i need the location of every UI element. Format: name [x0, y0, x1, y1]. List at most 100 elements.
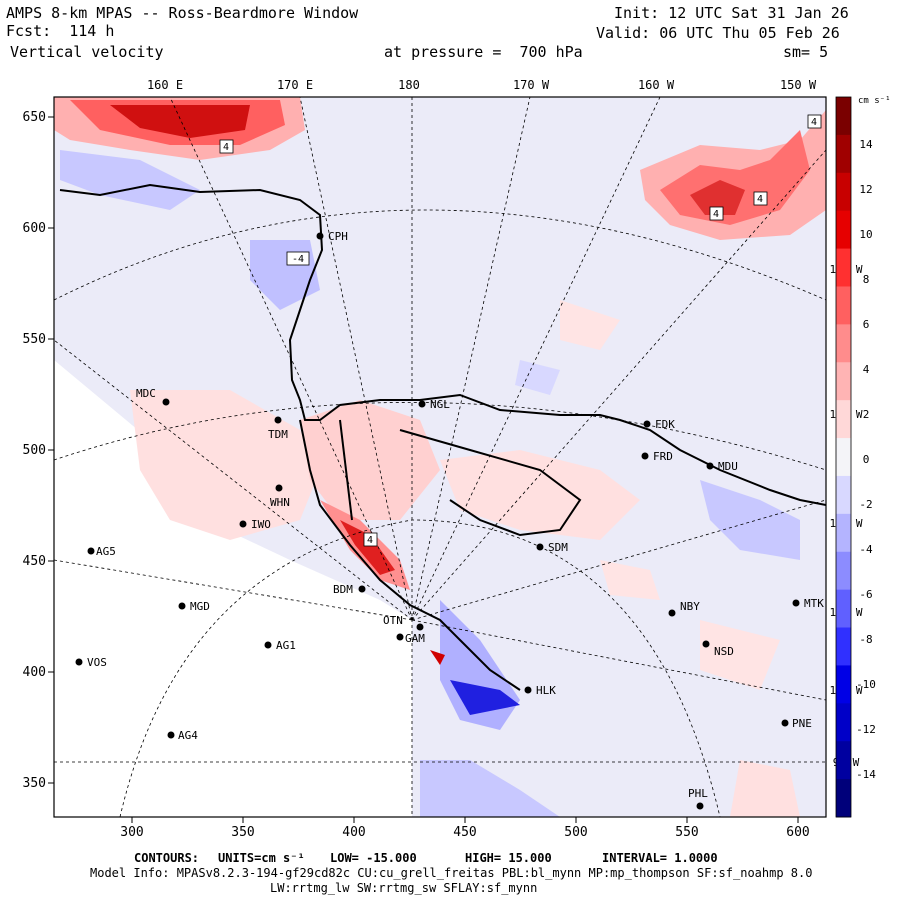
station-label: FRD — [653, 450, 673, 463]
colorbar-cell — [836, 438, 851, 477]
coastline — [59, 183, 826, 691]
contour-label: 4 — [223, 142, 229, 153]
station-label: SDM — [548, 541, 568, 554]
colorbar-cells — [836, 97, 851, 818]
colorbar-label: 10 — [859, 228, 872, 241]
contour-label: 4 — [367, 535, 373, 546]
contours-key: CONTOURS: — [134, 851, 199, 865]
colorbar-cell — [836, 248, 851, 287]
colorbar-cell — [836, 703, 851, 742]
y-tick-label: 450 — [23, 554, 46, 569]
field-layer — [54, 97, 826, 817]
map-title: AMPS 8-km MPAS -- Ross-Beardmore Window — [6, 4, 359, 22]
station-label: WHN — [270, 496, 290, 509]
x-tick-label: 600 — [786, 825, 809, 840]
colorbar-label: 14 — [859, 138, 873, 151]
model-info-physics: LW:rrtmg_lw SW:rrtmg_sw SFLAY:sf_mynn — [270, 881, 537, 895]
station-label: MGD — [190, 600, 210, 613]
colorbar-cell — [836, 400, 851, 439]
colorbar-cell — [836, 513, 851, 553]
valid-time: Valid: 06 UTC Thu 05 Feb 26 — [596, 24, 840, 42]
contour-interval: INTERVAL= 1.0000 — [602, 851, 718, 865]
stations: CPH NGL FDK FRD MDU MDC TDM WHN IWO AG5 … — [75, 230, 824, 810]
station-label: AG1 — [276, 639, 296, 652]
colorbar-label: 8 — [863, 273, 870, 286]
colorbar-label: 4 — [863, 363, 870, 376]
colorbar-cell — [836, 665, 851, 704]
colorbar-cell — [836, 551, 851, 591]
y-tick-label: 500 — [23, 443, 46, 458]
colorbar-label: 2 — [863, 408, 870, 421]
top-lon-labels: 160 E 170 E 180 170 W 160 W 150 W — [147, 78, 817, 92]
y-tick-label: 600 — [23, 221, 46, 236]
colorbar-cell — [836, 779, 851, 818]
station-label: FDK — [655, 418, 675, 431]
lon-label: 160 E — [147, 78, 183, 92]
colorbar-label: -2 — [859, 498, 872, 511]
colorbar-cell — [836, 589, 851, 629]
colorbar: cm s⁻¹ 14 12 10 8 6 4 2 0 -2 -4 -6 -8 -1… — [835, 96, 891, 818]
units-key: UNITS=cm s⁻¹ — [218, 851, 305, 865]
model-info: Model Info: MPASv8.2.3-194-gf29cd82c CU:… — [90, 866, 812, 880]
field-name: Vertical velocity — [10, 43, 164, 61]
colorbar-label: -12 — [856, 723, 876, 736]
contour-label: 4 — [811, 117, 817, 128]
station-label: CPH — [328, 230, 348, 243]
graticule — [54, 97, 826, 817]
station-label: TDM — [268, 428, 288, 441]
y-tick-label: 400 — [23, 665, 46, 680]
x-tick-label: 400 — [342, 825, 365, 840]
x-tick-label: 300 — [120, 825, 143, 840]
contour-label: 4 — [713, 209, 719, 220]
contour-label: -4 — [292, 254, 304, 265]
colorbar-label: -8 — [859, 633, 872, 646]
x-tick-label: 450 — [453, 825, 476, 840]
colorbar-cell — [836, 741, 851, 780]
y-tick-label: 650 — [23, 110, 46, 125]
colorbar-label: -6 — [859, 588, 872, 601]
station-label: AG4 — [178, 729, 198, 742]
smoothing: sm= 5 — [783, 43, 829, 61]
colorbar-cell — [836, 134, 851, 174]
colorbar-cell — [836, 324, 851, 363]
pressure-level: at pressure = 700 hPa — [384, 43, 583, 61]
colorbar-label: 12 — [859, 183, 872, 196]
y-axis-labels: 650 600 550 500 450 400 350 — [23, 110, 46, 791]
colorbar-labels: 14 12 10 8 6 4 2 0 -2 -4 -6 -8 -10 -12 -… — [856, 138, 876, 781]
station-label: NGL — [430, 398, 450, 411]
x-axis-labels: 300 350 400 450 500 550 600 — [120, 825, 809, 840]
colorbar-label: -4 — [859, 543, 873, 556]
lon-label: 160 W — [638, 78, 675, 92]
colorbar-label: -10 — [856, 678, 876, 691]
contour-labels: 4 4 4 -4 4 4 — [219, 114, 822, 547]
colorbar-cell — [836, 362, 851, 401]
colorbar-cell — [836, 97, 851, 136]
plot-frame — [53, 96, 827, 818]
colorbar-cell — [836, 210, 851, 250]
colorbar-label: 0 — [863, 453, 870, 466]
x-tick-label: 550 — [675, 825, 698, 840]
footer: CONTOURS: UNITS=cm s⁻¹ LOW= -15.000 HIGH… — [90, 851, 812, 895]
station-label: NBY — [680, 600, 700, 613]
station-label: PHL — [688, 787, 708, 800]
contour-high: HIGH= 15.000 — [465, 851, 552, 865]
colorbar-cell — [836, 475, 851, 515]
station-label: BDM — [333, 583, 353, 596]
station-label: AG5 — [96, 545, 116, 558]
colorbar-label: -14 — [856, 768, 876, 781]
axis-ticks — [48, 116, 799, 823]
contour-low: LOW= -15.000 — [330, 851, 417, 865]
init-time: Init: 12 UTC Sat 31 Jan 26 — [614, 4, 849, 22]
lon-label: 180 — [398, 78, 420, 92]
station-label: MDC — [136, 387, 156, 400]
colorbar-cell — [836, 172, 851, 212]
lon-label: 170 W — [513, 78, 550, 92]
station-label: MDU — [718, 460, 738, 473]
station-label: HLK — [536, 684, 556, 697]
station-label: GAM — [405, 632, 425, 645]
y-tick-label: 550 — [23, 332, 46, 347]
lon-label: 150 W — [780, 78, 817, 92]
station-label: OTN — [383, 614, 403, 627]
colorbar-cell — [836, 286, 851, 325]
